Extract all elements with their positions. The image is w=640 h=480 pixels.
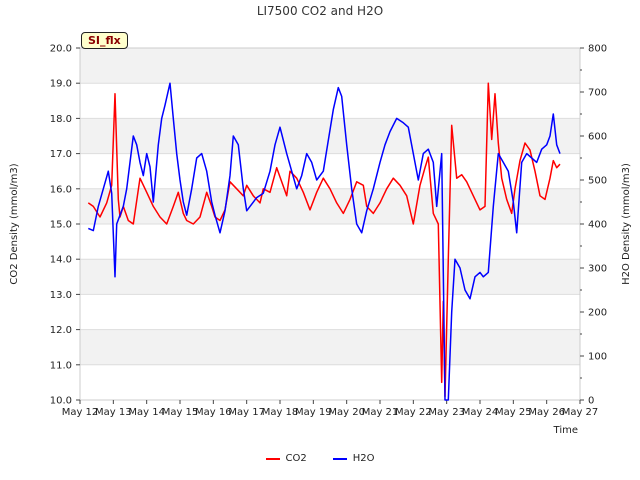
legend: CO2 H2O [0, 453, 640, 464]
y-right-tick-label: 700 [588, 88, 607, 99]
y-left-tick-label: 18.0 [50, 114, 72, 125]
x-tick-label: May 19 [295, 407, 332, 418]
y-left-tick-label: 13.0 [50, 290, 72, 301]
y-right-tick-label: 200 [588, 308, 607, 319]
legend-label-co2: CO2 [285, 453, 307, 464]
y-left-tick-label: 11.0 [50, 360, 72, 371]
x-tick-label: May 14 [128, 407, 165, 418]
legend-swatch-co2 [265, 457, 280, 460]
y-axis-left-title: CO2 Density (mmol/m3) [9, 163, 20, 284]
y-left-tick-label: 20.0 [50, 44, 72, 55]
legend-swatch-h2o [332, 457, 347, 460]
legend-label-h2o: H2O [352, 453, 375, 464]
y-right-tick-label: 800 [588, 44, 607, 55]
x-tick-label: May 22 [395, 407, 432, 418]
y-left-tick-label: 10.0 [50, 396, 72, 407]
y-axis-left: 10.0 11.0 12.0 13.0 14.0 15.0 16.0 17.0 18.0 19.0… [50, 44, 80, 407]
x-tick-label: May 15 [162, 407, 199, 418]
series-line-co2 [87, 82, 561, 398]
grid-band [80, 188, 580, 224]
x-tick-label: May 17 [228, 407, 265, 418]
grid-band [80, 329, 580, 365]
y-left-tick-label: 16.0 [50, 184, 72, 195]
y-right-tick-label: 400 [588, 220, 607, 231]
y-left-tick-label: 17.0 [50, 149, 72, 160]
x-tick-label: May 24 [462, 407, 499, 418]
series-line-h2o [87, 82, 561, 401]
y-right-tick-label: 500 [588, 176, 607, 187]
y-right-tick-label: 0 [588, 396, 594, 407]
site-badge: SI_flx [81, 32, 128, 49]
x-axis-title: Time [553, 425, 578, 436]
y-axis-right-title: H2O Density (mmol/m3) [621, 163, 632, 285]
legend-item-co2: CO2 [265, 453, 307, 464]
x-tick-label: May 20 [328, 407, 365, 418]
x-tick-label: May 26 [528, 407, 565, 418]
y-right-tick-label: 100 [588, 352, 607, 363]
series-lines [87, 82, 561, 401]
x-tick-label: May 27 [562, 407, 599, 418]
grid-band [80, 259, 580, 295]
x-tick-label: May 23 [428, 407, 465, 418]
y-right-tick-label: 600 [588, 132, 607, 143]
y-axis-right: 0 100 200 300 400 500 600 700 800 [580, 44, 607, 407]
y-left-tick-label: 15.0 [50, 220, 72, 231]
x-tick-label: May 12 [62, 407, 99, 418]
x-tick-label: May 16 [195, 407, 232, 418]
x-tick-label: May 25 [495, 407, 532, 418]
grid-band [80, 118, 580, 154]
grid-band [80, 48, 580, 84]
x-tick-label: May 18 [262, 407, 299, 418]
y-left-tick-label: 14.0 [50, 255, 72, 266]
y-right-tick-label: 300 [588, 264, 607, 275]
y-left-tick-label: 19.0 [50, 79, 72, 90]
background-bands [80, 48, 580, 365]
chart-title: LI7500 CO2 and H2O [257, 4, 383, 18]
y-left-tick-label: 12.0 [50, 325, 72, 336]
x-tick-label: May 13 [95, 407, 132, 418]
legend-item-h2o: H2O [332, 453, 375, 464]
x-tick-label: May 21 [362, 407, 399, 418]
